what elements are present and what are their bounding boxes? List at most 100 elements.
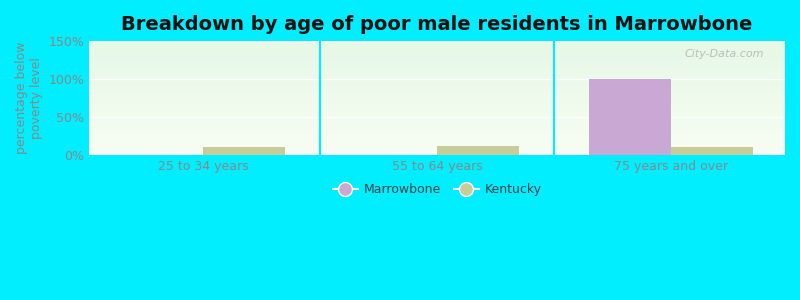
- Bar: [90, 92, 785, 93]
- Bar: [90, 64, 785, 65]
- Bar: [90, 88, 785, 89]
- Bar: [90, 113, 785, 114]
- Legend: Marrowbone, Kentucky: Marrowbone, Kentucky: [327, 178, 546, 201]
- Bar: [90, 80, 785, 81]
- Bar: [90, 83, 785, 84]
- Bar: [90, 68, 785, 69]
- Bar: [90, 124, 785, 125]
- Bar: [90, 43, 785, 44]
- Bar: [90, 67, 785, 68]
- Bar: [90, 147, 785, 148]
- Bar: [90, 106, 785, 107]
- Bar: [90, 103, 785, 104]
- Bar: [90, 94, 785, 95]
- Bar: [90, 111, 785, 112]
- Bar: [90, 41, 785, 42]
- Bar: [90, 95, 785, 96]
- Y-axis label: percentage below
poverty level: percentage below poverty level: [15, 42, 43, 154]
- Bar: [90, 82, 785, 83]
- Bar: [90, 97, 785, 98]
- Bar: [90, 42, 785, 43]
- Bar: [90, 146, 785, 147]
- Bar: [203, 147, 285, 155]
- Bar: [90, 62, 785, 63]
- Bar: [90, 112, 785, 113]
- Bar: [90, 69, 785, 70]
- Bar: [90, 77, 785, 78]
- Bar: [90, 119, 785, 120]
- Bar: [671, 147, 754, 155]
- Bar: [90, 53, 785, 54]
- Bar: [90, 89, 785, 90]
- Bar: [90, 150, 785, 151]
- Bar: [90, 140, 785, 141]
- Bar: [90, 115, 785, 116]
- Bar: [90, 101, 785, 102]
- Bar: [90, 44, 785, 45]
- Bar: [90, 63, 785, 64]
- Bar: [90, 104, 785, 105]
- Bar: [90, 131, 785, 132]
- Text: City-Data.com: City-Data.com: [685, 49, 764, 59]
- Bar: [90, 143, 785, 144]
- Bar: [90, 52, 785, 53]
- Bar: [90, 118, 785, 119]
- Bar: [90, 96, 785, 97]
- Bar: [90, 151, 785, 152]
- Bar: [90, 84, 785, 85]
- Bar: [90, 93, 785, 94]
- Bar: [90, 46, 785, 47]
- Bar: [90, 125, 785, 126]
- Bar: [90, 99, 785, 100]
- Bar: [90, 54, 785, 55]
- Bar: [90, 51, 785, 52]
- Bar: [90, 142, 785, 143]
- Bar: [90, 153, 785, 154]
- Bar: [90, 139, 785, 140]
- Bar: [90, 48, 785, 49]
- Bar: [90, 87, 785, 88]
- Bar: [90, 152, 785, 153]
- Bar: [90, 81, 785, 82]
- Bar: [90, 86, 785, 87]
- Bar: [90, 105, 785, 106]
- Bar: [90, 144, 785, 145]
- Bar: [90, 85, 785, 86]
- Title: Breakdown by age of poor male residents in Marrowbone: Breakdown by age of poor male residents …: [122, 15, 753, 34]
- Bar: [90, 149, 785, 150]
- Bar: [90, 123, 785, 124]
- Bar: [90, 128, 785, 129]
- Bar: [90, 120, 785, 121]
- Bar: [90, 49, 785, 50]
- Bar: [90, 56, 785, 57]
- Bar: [90, 116, 785, 117]
- Bar: [90, 148, 785, 149]
- Bar: [90, 98, 785, 99]
- Bar: [90, 45, 785, 46]
- Bar: [90, 50, 785, 51]
- Bar: [90, 71, 785, 72]
- Bar: [90, 66, 785, 67]
- Bar: [90, 74, 785, 75]
- Bar: [90, 145, 785, 146]
- Bar: [90, 136, 785, 137]
- Bar: [90, 61, 785, 62]
- Bar: [90, 154, 785, 155]
- Bar: [90, 107, 785, 108]
- Bar: [90, 100, 785, 101]
- Bar: [90, 130, 785, 131]
- Bar: [90, 72, 785, 73]
- Bar: [590, 79, 671, 155]
- Bar: [90, 117, 785, 118]
- Bar: [90, 141, 785, 142]
- Bar: [90, 60, 785, 61]
- Bar: [90, 79, 785, 80]
- Bar: [90, 78, 785, 79]
- Bar: [437, 146, 519, 155]
- Bar: [90, 110, 785, 111]
- Bar: [90, 134, 785, 135]
- Bar: [90, 76, 785, 77]
- Bar: [90, 108, 785, 109]
- Bar: [90, 121, 785, 122]
- Bar: [90, 122, 785, 123]
